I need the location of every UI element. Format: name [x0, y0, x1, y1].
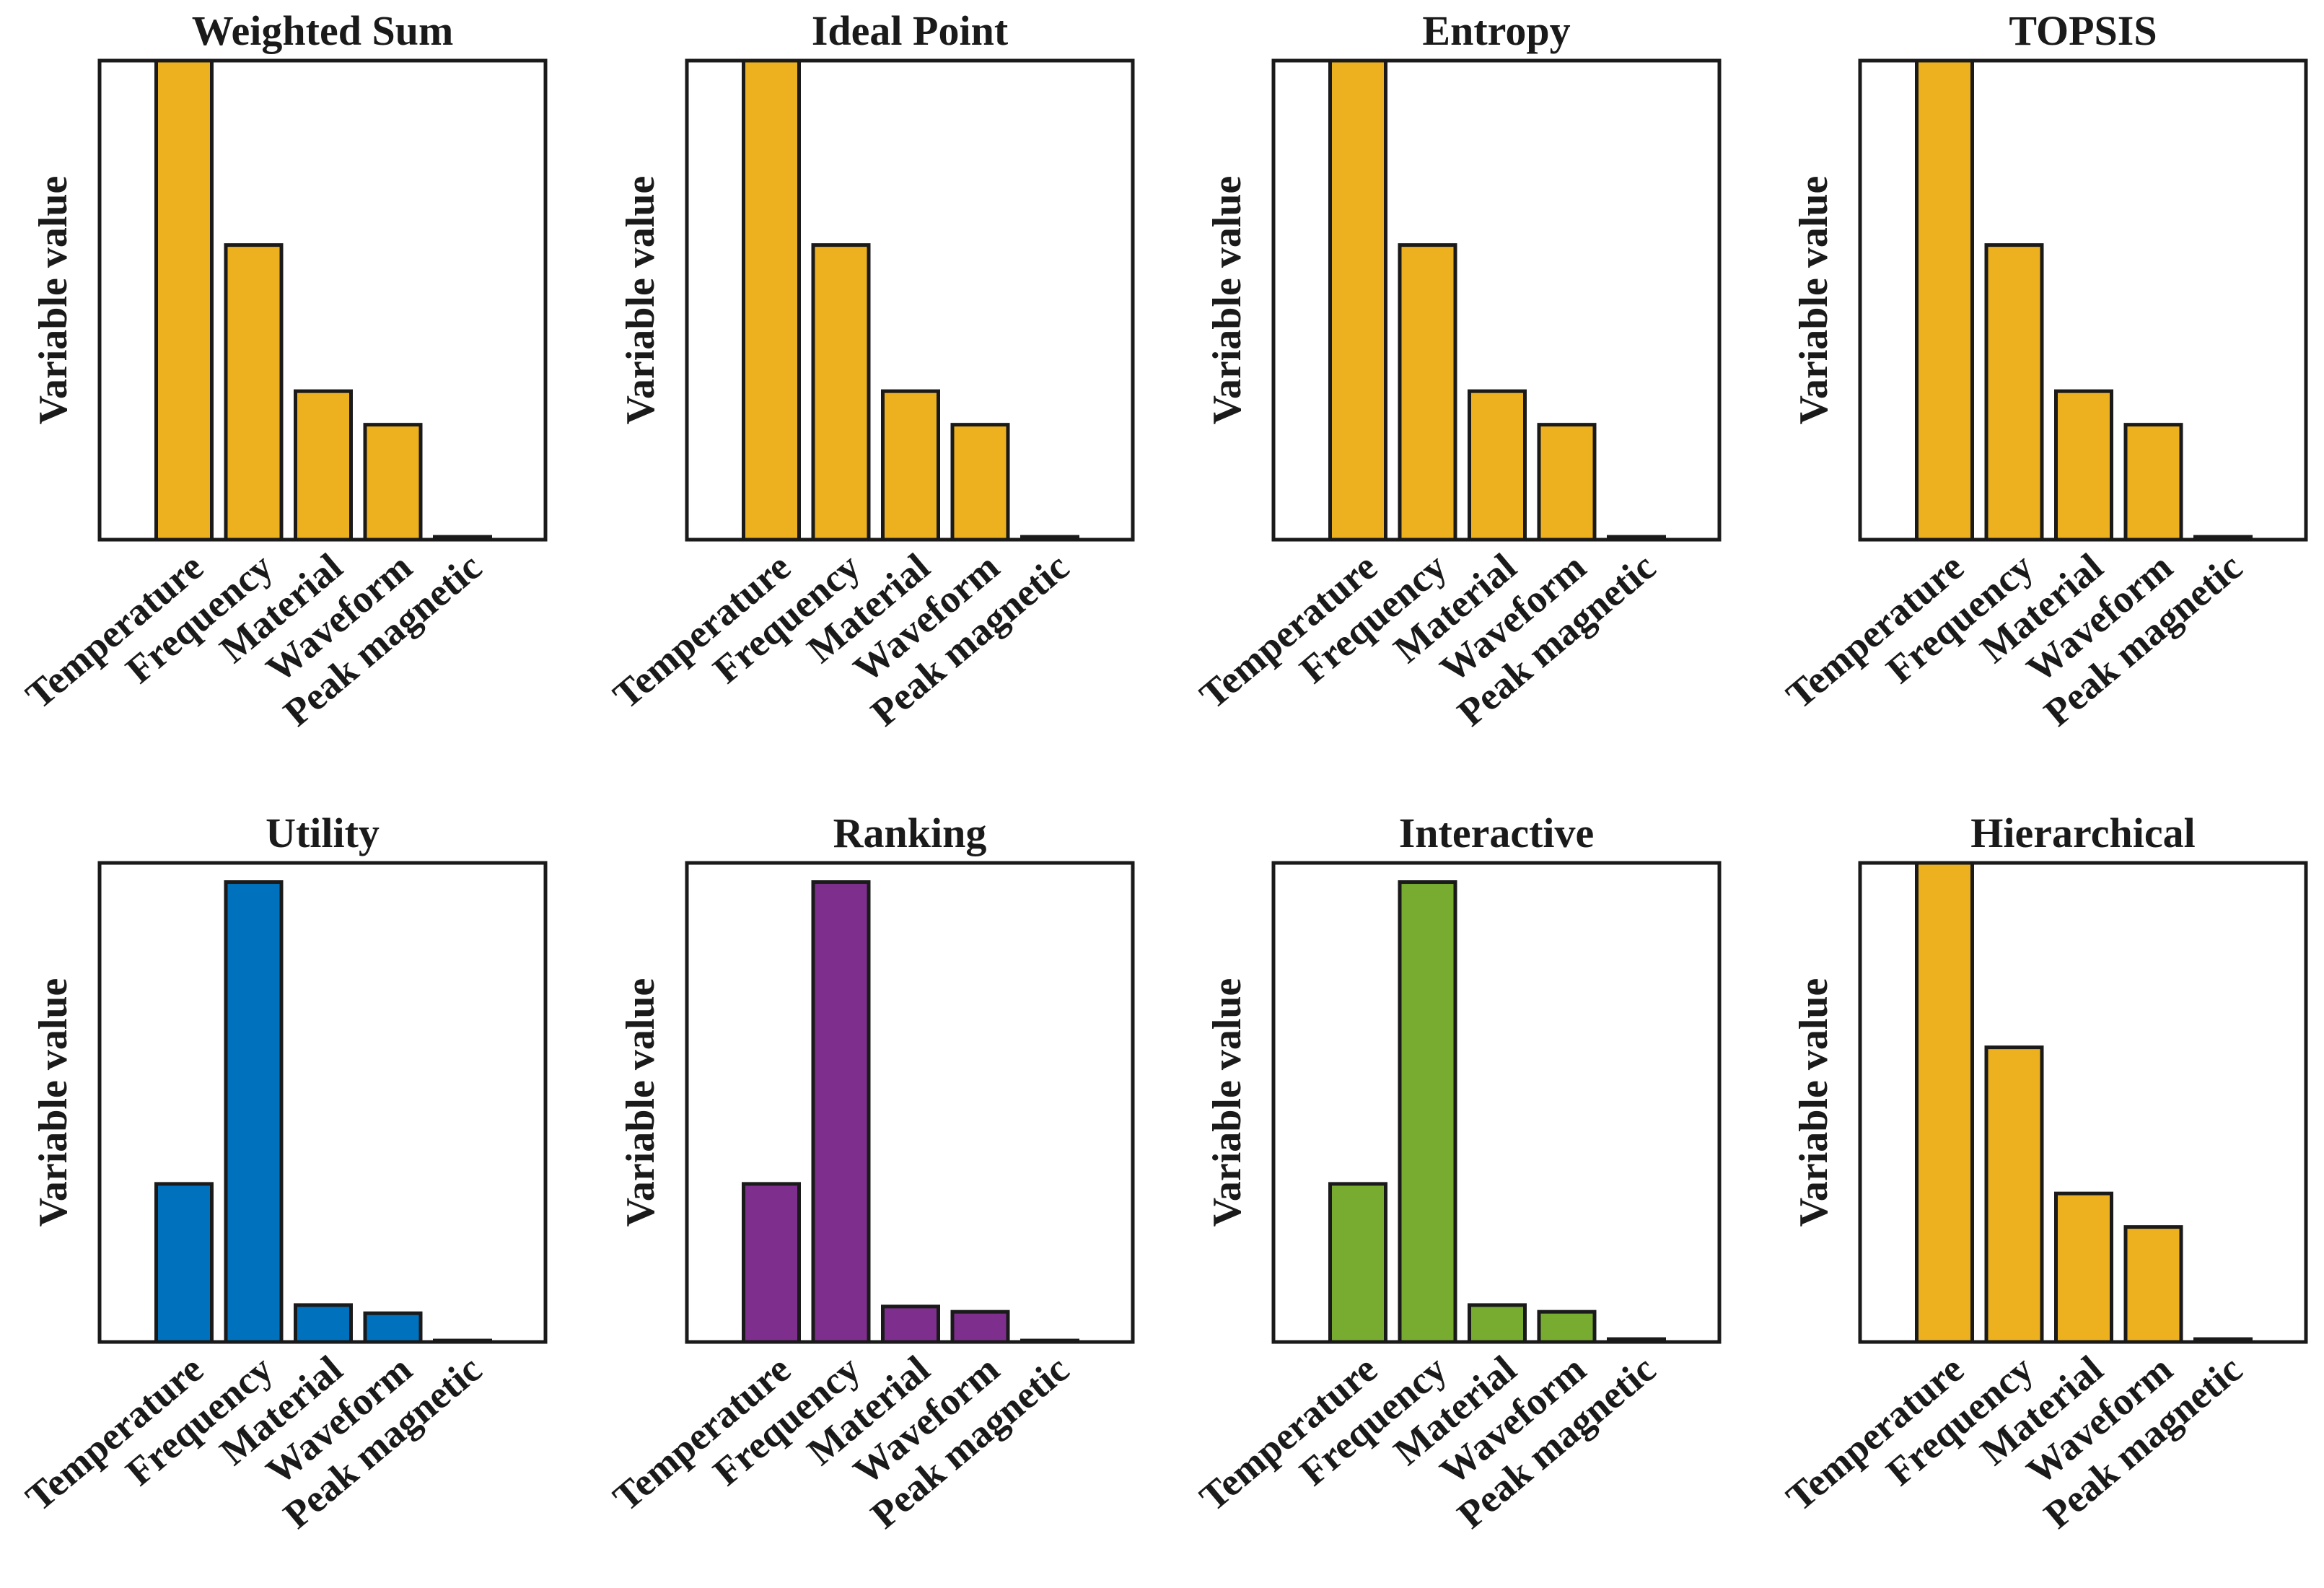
bar-waveform	[363, 1311, 423, 1344]
bar-temperature	[1915, 58, 1974, 542]
bar-waveform	[2123, 423, 2183, 542]
bar-material	[881, 1304, 940, 1344]
bar-frequency	[1398, 243, 1457, 542]
y-axis-label: Variable value	[1205, 978, 1250, 1227]
bar-material	[2054, 389, 2113, 542]
panel-title: Interactive	[1399, 810, 1595, 856]
axes-frame	[1271, 861, 1722, 1344]
axes-frame	[1271, 58, 1722, 542]
axes-frame	[685, 861, 1135, 1344]
y-axis-label: Variable value	[618, 176, 663, 425]
y-axis-label: Variable value	[1792, 176, 1836, 425]
panel-title: Utility	[266, 810, 380, 856]
bar-temperature	[1915, 861, 1974, 1344]
y-axis-label: Variable value	[1792, 978, 1836, 1227]
bar-material	[881, 389, 940, 542]
bar-waveform	[2123, 1225, 2183, 1344]
bar-frequency	[1984, 1045, 2044, 1344]
y-axis-label: Variable value	[31, 978, 76, 1227]
panel-title: TOPSIS	[2009, 7, 2157, 54]
axes-frame	[685, 58, 1135, 542]
bar-frequency	[811, 243, 871, 542]
panel-title: Ideal Point	[812, 7, 1009, 54]
axes-frame	[97, 58, 548, 542]
bar-waveform	[363, 423, 423, 542]
bar-material	[294, 389, 353, 542]
panel-title: Entropy	[1422, 7, 1570, 54]
bar-temperature	[1328, 58, 1387, 542]
axes-frame	[97, 861, 548, 1344]
bar-frequency	[224, 243, 284, 542]
y-axis-label: Variable value	[618, 978, 663, 1227]
bar-temperature	[154, 58, 214, 542]
axes-frame	[1858, 861, 2308, 1344]
bar-frequency	[1398, 880, 1457, 1344]
y-axis-label: Variable value	[1205, 176, 1250, 425]
bar-frequency	[224, 880, 284, 1344]
axes-frame	[1858, 58, 2308, 542]
bar-temperature	[154, 1182, 214, 1344]
bar-material	[1468, 1303, 1527, 1344]
y-axis-label: Variable value	[31, 176, 76, 425]
panel-title: Weighted Sum	[192, 7, 454, 54]
bar-waveform	[950, 423, 1010, 542]
bar-frequency	[811, 880, 871, 1344]
bar-temperature	[1328, 1182, 1387, 1344]
bar-waveform	[1537, 423, 1597, 542]
bar-material	[294, 1303, 353, 1344]
panel-title: Ranking	[833, 810, 987, 856]
bar-waveform	[1537, 1310, 1597, 1344]
bar-material	[2054, 1191, 2113, 1344]
bar-temperature	[742, 58, 801, 542]
bar-frequency	[1984, 243, 2044, 542]
bar-material	[1468, 389, 1527, 542]
bar-temperature	[742, 1182, 801, 1344]
bar-waveform	[950, 1310, 1010, 1344]
panel-title: Hierarchical	[1970, 810, 2195, 856]
